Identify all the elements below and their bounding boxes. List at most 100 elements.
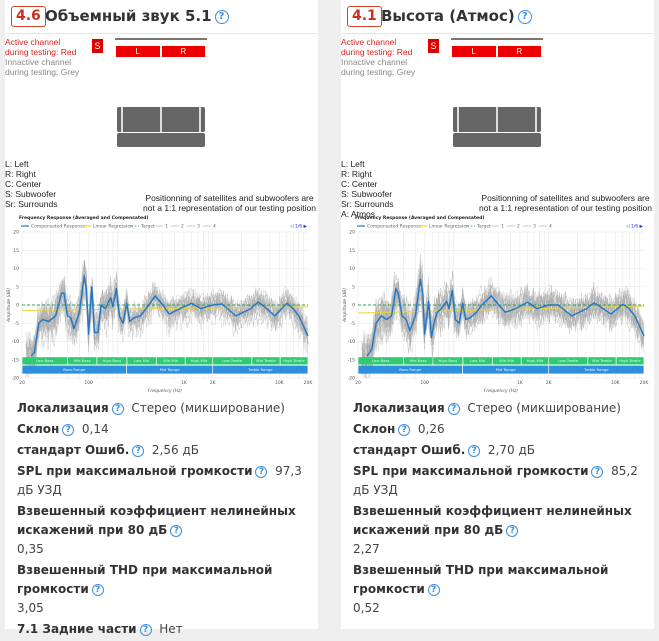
spec-row: 7.1 Задние части? Нет: [17, 620, 312, 639]
legend-label: Linear Regression: [93, 224, 133, 230]
channel-key: L: Left R: Right C: Center S: Subwoofer Sr: …: [5, 159, 57, 209]
band-bar: [403, 357, 433, 365]
x-tick-label: 20: [355, 380, 361, 386]
legend-label: 1: [165, 224, 168, 230]
sample-curve: [25, 264, 309, 372]
sample-curve: [25, 273, 309, 369]
width-arrow: [115, 38, 207, 40]
spec-label: Взвешенный THD при максимальной громкост…: [17, 563, 273, 596]
help-icon[interactable]: ?: [517, 10, 532, 24]
x-tick-label: 10K: [275, 380, 285, 386]
speaker-diagram: Active channel during testing: Red Innact…: [5, 35, 318, 215]
band-bar: [97, 357, 127, 365]
spec-value: Стерео (микширование): [131, 401, 285, 415]
x-tick-label: 100: [420, 380, 429, 386]
inactive-channel-note: Innactive channel during testing: Grey: [341, 57, 416, 77]
y-tick-label: 0: [16, 303, 19, 309]
help-icon[interactable]: ?: [506, 525, 519, 537]
band-bar: [156, 357, 185, 365]
help-icon[interactable]: ?: [427, 584, 440, 596]
x-tick-label: 2K: [546, 380, 553, 386]
legend-label: Compensated Response: [31, 224, 86, 230]
x-tick-label: 20K: [640, 380, 650, 386]
band-label: High Mid: [191, 358, 208, 363]
help-icon[interactable]: ?: [255, 466, 268, 478]
y-tick-label: 5: [352, 284, 355, 290]
spec-value: Нет: [159, 622, 183, 636]
range-label: Mid Range: [496, 367, 517, 372]
legend-label: Compensated Response: [367, 224, 422, 230]
band-label: Mid Mid: [163, 358, 178, 363]
legend-label: 4: [549, 224, 552, 230]
x-tick-label: 1K: [517, 380, 524, 386]
range-bar: [126, 365, 213, 374]
y-tick-label: 10: [13, 266, 19, 272]
channel-key-item: C: Center: [341, 179, 378, 189]
help-icon[interactable]: ?: [139, 624, 152, 636]
legend-label: 2: [181, 224, 184, 230]
help-icon[interactable]: ?: [132, 445, 145, 457]
spec-label: SPL при максимальной громкости: [353, 464, 589, 478]
spec-label: Склон: [353, 422, 396, 436]
help-icon[interactable]: ?: [447, 403, 460, 415]
x-tick-label: 100: [84, 380, 93, 386]
spec-value: 0,35: [17, 542, 44, 556]
couch-icon: [453, 107, 541, 132]
spec-value: Стерео (микширование): [467, 401, 621, 415]
x-tick-label: 10K: [611, 380, 621, 386]
channel-key-item: L: Left: [341, 159, 365, 169]
band-label: Mid Bass: [74, 358, 91, 363]
spec-row: Взвешенный коэффициент нелинейных искаже…: [353, 502, 648, 559]
y-tick-label: 5: [16, 284, 19, 290]
help-icon[interactable]: ?: [62, 424, 75, 436]
compensated-response-line: [366, 278, 645, 357]
help-icon[interactable]: ?: [91, 584, 104, 596]
band-bar: [492, 357, 521, 365]
band-bar: [22, 357, 68, 365]
band-bar: [433, 357, 463, 365]
band-bar: [280, 357, 308, 365]
help-icon[interactable]: ?: [214, 10, 229, 24]
pager-control[interactable]: ◁ 1/6 ▶: [626, 224, 644, 230]
help-icon[interactable]: ?: [398, 424, 411, 436]
x-tick-label: 20K: [304, 380, 314, 386]
y-tick-label: 0: [352, 303, 355, 309]
sample-curve: [25, 273, 309, 352]
channel-key-item: C: Center: [5, 179, 42, 189]
score-badge: 4.6: [11, 6, 46, 27]
y-tick-label: 15: [349, 248, 355, 254]
range-label: Mid Range: [160, 367, 181, 372]
pager-control[interactable]: ◁ 1/6 ▶: [290, 224, 308, 230]
band-bar: [252, 357, 280, 365]
help-icon[interactable]: ?: [468, 445, 481, 457]
channel-key: L: Left R: Right C: Center S: Subwoofer Sr: …: [341, 159, 393, 219]
band-label: High Treble: [619, 358, 641, 363]
y-tick-label: -15: [12, 357, 19, 363]
section-title: Объемный звук 5.1?: [45, 6, 229, 27]
help-icon[interactable]: ?: [591, 466, 604, 478]
help-icon[interactable]: ?: [170, 525, 183, 537]
channel-key-item: S: Subwoofer: [5, 189, 57, 199]
score-badge: 4.1: [347, 6, 382, 27]
band-bar: [463, 357, 492, 365]
spec-label: Склон: [17, 422, 60, 436]
spec-value: 2,27: [353, 542, 380, 556]
x-axis-label: Frequency (Hz): [148, 388, 183, 394]
spec-label: SPL при максимальной громкости: [17, 464, 253, 478]
spec-label: Взвешенный коэффициент нелинейных искаже…: [353, 504, 632, 537]
spec-row: Склон? 0,14: [17, 420, 312, 439]
channel-key-item: A: Atmos: [341, 209, 376, 219]
legend-label: Target: [140, 224, 155, 230]
spec-row: Взвешенный THD при максимальной громкост…: [17, 561, 312, 618]
spec-label: Локализация: [353, 401, 445, 415]
sample-curve: [361, 281, 645, 360]
channel-key-item: L: Left: [5, 159, 29, 169]
channel-key-item: R: Right: [341, 169, 372, 179]
band-bar: [588, 357, 616, 365]
section-title: Высота (Атмос)?: [381, 6, 532, 27]
frequency-response-chart: Frequency Response (Averaged and Compens…: [342, 215, 650, 394]
right-speaker: R: [161, 46, 205, 57]
help-icon[interactable]: ?: [111, 403, 124, 415]
